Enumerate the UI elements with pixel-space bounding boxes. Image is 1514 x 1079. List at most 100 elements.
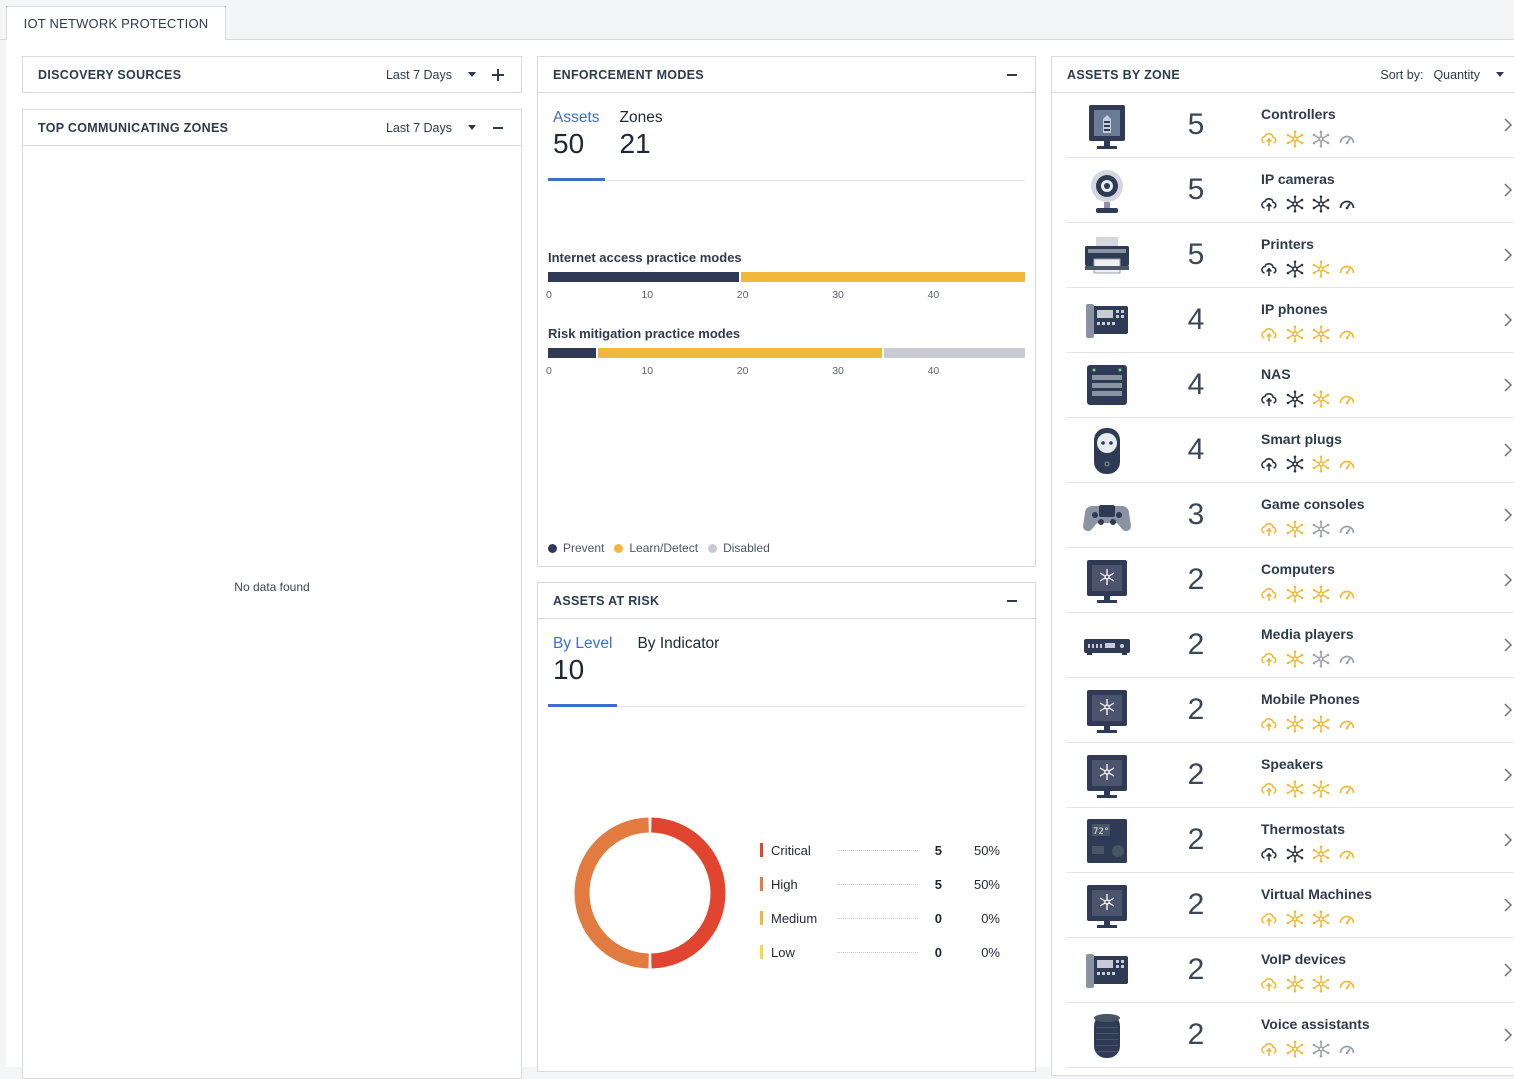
zone-row-virtual-machines[interactable]: 2 Virtual Machines <box>1066 873 1514 938</box>
bar-segment-prevent <box>548 348 596 358</box>
ip-phone-icon <box>1086 954 1128 988</box>
gauge-icon <box>1339 460 1355 470</box>
chevron-right-icon[interactable] <box>1503 767 1513 783</box>
zone-row-ip-cameras[interactable]: 5 IP cameras <box>1066 158 1514 223</box>
cloud-icon <box>1261 848 1277 861</box>
assets-at-risk-header: ASSETS AT RISK <box>538 583 1035 619</box>
tab-assets[interactable]: Assets 50 <box>548 107 605 181</box>
top-zones-header: TOP COMMUNICATING ZONES Last 7 Days <box>23 110 521 146</box>
zone-quantity: 2 <box>1187 628 1205 661</box>
zone-row-ip-phones[interactable]: 4 IP phones <box>1066 288 1514 353</box>
tab-label: By Level <box>553 635 613 652</box>
sort-value: Quantity <box>1433 67 1480 82</box>
zone-row-voice-assistants[interactable]: 2 Voice assistants <box>1066 1003 1514 1068</box>
chevron-right-icon[interactable] <box>1503 312 1513 328</box>
computer-icon <box>1087 560 1127 603</box>
tab-zones[interactable]: Zones 21 <box>615 107 668 181</box>
sort-control[interactable]: Sort by: Quantity <box>1380 68 1506 82</box>
zone-row-speakers[interactable]: 2 Speakers <box>1066 743 1514 808</box>
network-icon <box>1312 780 1330 798</box>
chevron-right-icon[interactable] <box>1503 637 1513 653</box>
zone-row-nas[interactable]: 4 NAS <box>1066 353 1514 418</box>
zone-row-printers[interactable]: 5 Printers <box>1066 223 1514 288</box>
donut-slice-high[interactable] <box>574 817 649 969</box>
gauge-icon <box>1339 1045 1355 1055</box>
zone-row-mobile-phones[interactable]: 2 Mobile Phones <box>1066 678 1514 743</box>
minus-icon[interactable] <box>1004 593 1020 609</box>
smart-plug-icon <box>1094 428 1120 474</box>
caret-down-icon <box>468 72 476 77</box>
risk-level-critical[interactable]: Critical 5 50% <box>760 833 1000 867</box>
minus-icon[interactable] <box>490 120 506 136</box>
zone-row-thermostats[interactable]: 72° 2 Thermostats <box>1066 808 1514 873</box>
donut-slice-critical[interactable] <box>651 817 726 969</box>
tab-by-indicator[interactable]: By Indicator <box>632 633 724 707</box>
tab-iot-network-protection[interactable]: IOT NETWORK PROTECTION <box>6 6 226 40</box>
chevron-right-icon[interactable] <box>1503 962 1513 978</box>
chevron-right-icon[interactable] <box>1503 572 1513 588</box>
zone-name: Speakers <box>1261 756 1324 772</box>
level-percent: 0% <box>981 910 1000 926</box>
tick-label: 10 <box>641 365 654 377</box>
network-icon <box>1312 910 1330 928</box>
cloud-icon <box>1261 653 1277 666</box>
zone-name: NAS <box>1261 366 1291 382</box>
plus-icon[interactable] <box>490 67 506 83</box>
risk-tabs: By Level 10 By Indicator <box>548 633 1025 707</box>
risk-level-high[interactable]: High 5 50% <box>760 867 1000 901</box>
level-swatch <box>760 843 763 857</box>
legend-label: Prevent <box>563 541 605 555</box>
voice-assistant-icon <box>1094 1014 1120 1058</box>
discovery-sources-header: DISCOVERY SOURCES Last 7 Days <box>23 57 521 93</box>
printer-icon <box>1085 237 1129 274</box>
tick-label: 40 <box>927 365 940 377</box>
enforcement-header: ENFORCEMENT MODES <box>538 57 1035 93</box>
computer-icon <box>1087 885 1127 928</box>
tab-label: By Indicator <box>637 635 720 652</box>
panel-title: TOP COMMUNICATING ZONES <box>38 120 229 135</box>
media-player-icon <box>1084 639 1130 655</box>
zone-status-icons <box>1260 910 1356 928</box>
chevron-right-icon[interactable] <box>1503 377 1513 393</box>
dashboard: DISCOVERY SOURCES Last 7 Days TOP COMMUN… <box>6 40 1514 1079</box>
zone-row-game-consoles[interactable]: 3 Game consoles <box>1066 483 1514 548</box>
zone-quantity: 5 <box>1187 238 1205 271</box>
cloud-icon <box>1261 783 1277 796</box>
chevron-right-icon[interactable] <box>1503 442 1513 458</box>
tab-by-level[interactable]: By Level 10 <box>548 633 618 707</box>
chevron-right-icon[interactable] <box>1503 507 1513 523</box>
gauge-icon <box>1339 590 1355 600</box>
chevron-right-icon[interactable] <box>1503 247 1513 263</box>
risk-level-low[interactable]: Low 0 0% <box>760 935 1000 969</box>
zone-name: Virtual Machines <box>1261 886 1373 902</box>
zone-status-icons <box>1260 195 1356 213</box>
cloud-icon <box>1261 328 1277 341</box>
network-icon <box>1312 1040 1330 1058</box>
chevron-right-icon[interactable] <box>1503 1027 1513 1043</box>
legend-label: Learn/Detect <box>629 541 699 555</box>
chevron-right-icon[interactable] <box>1503 897 1513 913</box>
network-icon <box>1286 910 1304 928</box>
range-value: Last 7 Days <box>385 120 452 135</box>
chevron-right-icon[interactable] <box>1503 702 1513 718</box>
risk-level-medium[interactable]: Medium 0 0% <box>760 901 1000 935</box>
range-dropdown[interactable]: Last 7 Days <box>386 121 476 135</box>
chevron-right-icon[interactable] <box>1503 832 1513 848</box>
zone-row-media-players[interactable]: 2 Media players <box>1066 613 1514 678</box>
tick-label: 0 <box>546 365 552 377</box>
zone-row-controllers[interactable]: 5 Controllers <box>1066 93 1514 158</box>
tab-bar: IOT NETWORK PROTECTION <box>0 0 1514 40</box>
zone-row-voip-devices[interactable]: 2 VoIP devices <box>1066 938 1514 1003</box>
cloud-icon <box>1261 393 1277 406</box>
zone-name: Controllers <box>1261 106 1336 122</box>
zone-row-computers[interactable]: 2 Computers <box>1066 548 1514 613</box>
minus-icon[interactable] <box>1004 67 1020 83</box>
chevron-right-icon[interactable] <box>1503 117 1513 133</box>
zone-row-smart-plugs[interactable]: 4 Smart plugs <box>1066 418 1514 483</box>
zone-name: Smart plugs <box>1261 431 1342 447</box>
range-dropdown[interactable]: Last 7 Days <box>386 68 476 82</box>
zone-name: Voice assistants <box>1261 1016 1370 1032</box>
zone-quantity: 2 <box>1187 1018 1205 1051</box>
tick-label: 40 <box>927 289 940 301</box>
chevron-right-icon[interactable] <box>1503 182 1513 198</box>
